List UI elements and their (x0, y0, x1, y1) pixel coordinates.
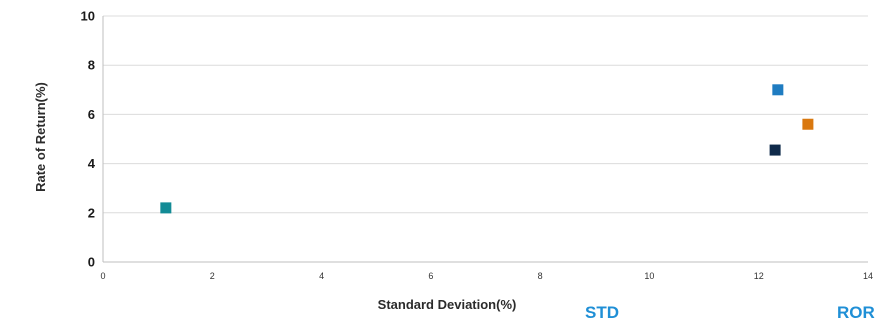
x-tick-label: 8 (538, 271, 543, 281)
y-axis-title: Rate of Return(%) (33, 82, 48, 192)
x-axis-title: Standard Deviation(%) (378, 297, 517, 312)
y-tick-label: 4 (88, 156, 96, 171)
gridlines (103, 15, 868, 263)
y-tick-label: 2 (88, 205, 95, 220)
x-tick-label: 10 (644, 271, 654, 281)
y-tick-label: 0 (88, 255, 95, 270)
data-point (802, 118, 814, 130)
data-points (160, 84, 814, 214)
data-point (772, 84, 784, 96)
y-tick-label: 6 (88, 107, 95, 122)
x-tick-label: 6 (428, 271, 433, 281)
data-point (160, 202, 172, 214)
y-tick-label: 8 (88, 58, 95, 73)
x-tick-label: 14 (863, 271, 873, 281)
x-tick-label: 0 (100, 271, 105, 281)
data-point (769, 144, 781, 156)
y-tick-labels: 0 2 4 6 8 10 (81, 9, 96, 270)
x-tick-label: 2 (210, 271, 215, 281)
legend-label-std: STD (585, 303, 619, 322)
legend-label-ror: ROR (837, 303, 875, 322)
x-tick-labels: 0 2 4 6 8 10 12 14 (100, 271, 873, 281)
x-tick-label: 12 (754, 271, 764, 281)
y-tick-label: 10 (81, 9, 95, 24)
x-tick-label: 4 (319, 271, 324, 281)
